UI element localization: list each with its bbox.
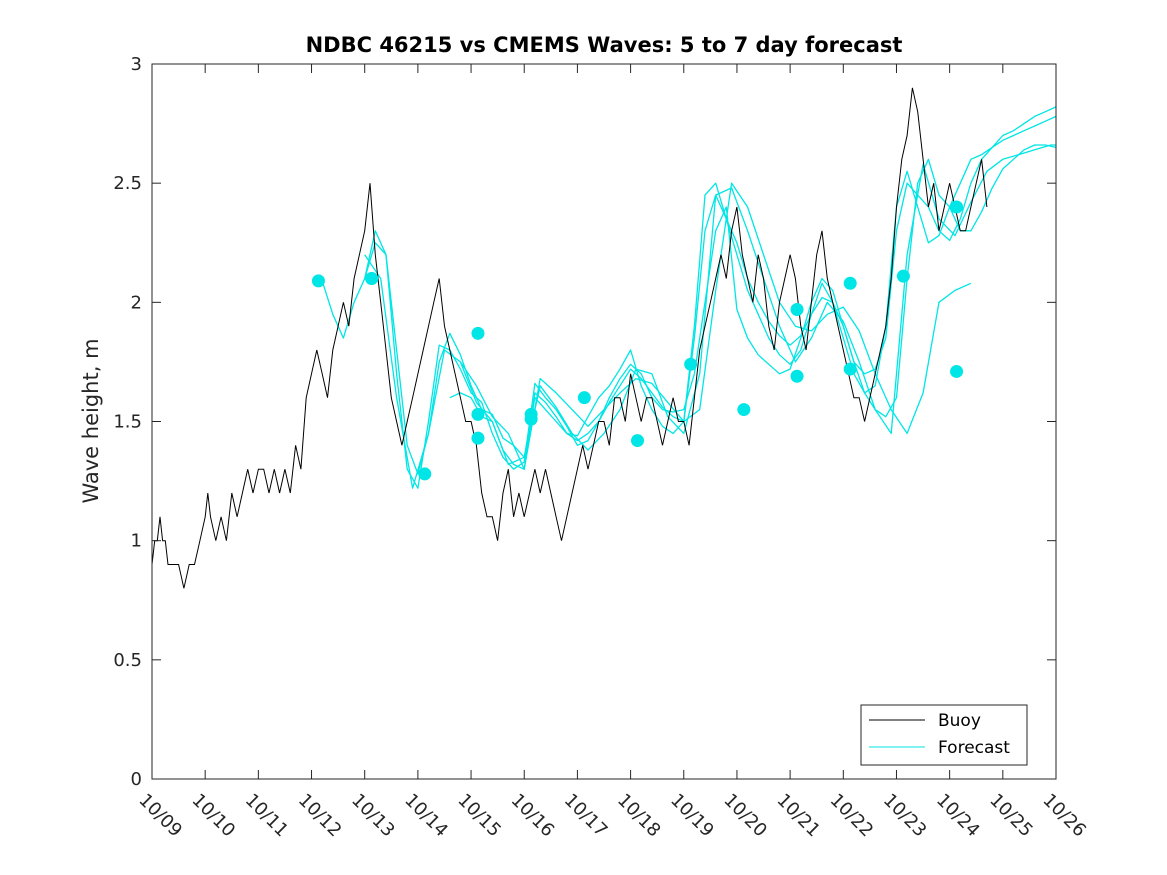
forecast-marker <box>843 362 857 376</box>
y-tick-label: 3 <box>131 54 142 75</box>
forecast-marker <box>365 272 379 285</box>
forecast-markers <box>311 200 964 481</box>
y-axis-label: Wave height, m <box>79 338 103 503</box>
legend-buoy-label: Buoy <box>938 711 981 731</box>
forecast-marker <box>950 364 964 378</box>
forecast-marker <box>843 276 857 290</box>
forecast-marker <box>418 467 432 481</box>
y-tick-label: 2.5 <box>113 173 142 194</box>
forecast-line-5 <box>449 144 1057 470</box>
forecast-marker <box>524 412 538 426</box>
forecast-marker <box>737 403 751 417</box>
series-layer <box>151 87 1057 589</box>
forecast-marker <box>471 407 485 421</box>
y-tick-label: 1 <box>131 531 142 552</box>
forecast-line-3 <box>364 144 1056 489</box>
forecast-marker <box>896 269 910 283</box>
y-tick-label: 0 <box>131 769 142 790</box>
y-tick-label: 1.5 <box>113 412 142 433</box>
legend: Buoy Forecast <box>860 704 1028 766</box>
forecast-line-4 <box>459 182 972 470</box>
forecast-line-2 <box>364 115 1057 489</box>
forecast-marker <box>311 274 325 288</box>
forecast-marker <box>790 302 804 316</box>
y-axis: 0 0.5 1 1.5 2 2.5 3 <box>113 54 1056 790</box>
forecast-marker <box>631 434 645 448</box>
legend-box <box>860 704 1028 766</box>
forecast-marker <box>790 369 804 383</box>
chart-title: NDBC 46215 vs CMEMS Waves: 5 to 7 day fo… <box>306 33 903 57</box>
buoy-line <box>151 87 988 589</box>
y-tick-label: 2 <box>131 292 142 313</box>
forecast-marker <box>471 326 485 340</box>
y-tick-label: 0.5 <box>113 650 142 671</box>
forecast-marker <box>577 391 591 405</box>
forecast-marker <box>471 431 485 445</box>
forecast-marker <box>950 200 964 214</box>
legend-forecast-label: Forecast <box>938 738 1010 758</box>
forecast-marker <box>684 357 698 371</box>
